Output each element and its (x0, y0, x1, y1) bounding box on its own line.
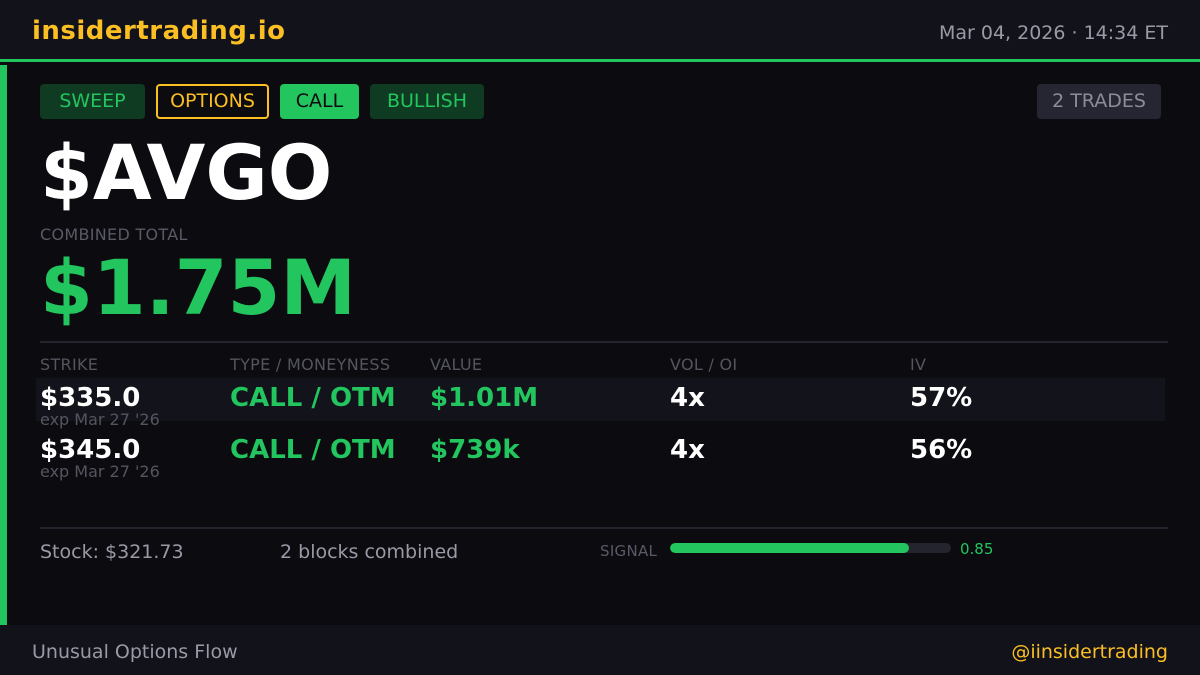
table-row: $345.0 exp Mar 27 '26 CALL / OTM $739k 4… (36, 430, 1165, 481)
vol-oi-ratio: 4x (670, 383, 705, 413)
signal-meter-fill (670, 543, 909, 553)
strike-price: $335.0 (40, 383, 141, 413)
column-header-strike: STRIKE (40, 355, 99, 374)
expiry-date: exp Mar 27 '26 (40, 410, 160, 429)
combined-total-value: $1.75M (40, 243, 357, 332)
column-header-iv: IV (910, 355, 927, 374)
option-type: CALL / OTM (230, 383, 396, 413)
column-header-type: TYPE / MONEYNESS (230, 355, 391, 374)
expiry-date: exp Mar 27 '26 (40, 462, 160, 481)
ticker-symbol: $AVGO (40, 128, 333, 217)
trade-value: $1.01M (430, 383, 539, 413)
header-datetime: Mar 04, 2026 · 14:34 ET (938, 22, 1168, 44)
vol-oi-ratio: 4x (670, 435, 705, 465)
trade-value: $739k (430, 435, 520, 465)
tag-call: CALL (280, 84, 359, 119)
table-row: $335.0 exp Mar 27 '26 CALL / OTM $1.01M … (36, 378, 1165, 429)
divider (40, 527, 1168, 529)
footer-caption: Unusual Options Flow (32, 641, 238, 663)
header-bar: insidertrading.io Mar 04, 2026 · 14:34 E… (0, 0, 1200, 62)
tag-bullish: BULLISH (370, 84, 484, 119)
combined-total-label: COMBINED TOTAL (40, 225, 188, 244)
trade-card: SWEEP OPTIONS CALL BULLISH 2 TRADES $AVG… (0, 65, 1200, 625)
tag-options: OPTIONS (156, 84, 269, 119)
brand-logo-text[interactable]: insidertrading.io (32, 16, 286, 46)
stock-price: Stock: $321.73 (40, 541, 184, 563)
tag-sweep: SWEEP (40, 84, 145, 119)
blocks-combined: 2 blocks combined (280, 541, 459, 563)
column-header-value: VALUE (430, 355, 483, 374)
option-type: CALL / OTM (230, 435, 396, 465)
signal-value: 0.85 (960, 540, 994, 558)
signal-label: SIGNAL (600, 542, 658, 560)
social-handle-link[interactable]: @iinsidertrading (1011, 641, 1168, 663)
signal-meter (670, 543, 951, 553)
footer-bar: Unusual Options Flow @iinsidertrading (0, 625, 1200, 675)
column-header-vol-oi: VOL / OI (670, 355, 738, 374)
divider (40, 341, 1168, 343)
strike-price: $345.0 (40, 435, 141, 465)
implied-volatility: 57% (910, 383, 973, 413)
trades-count-badge: 2 TRADES (1037, 84, 1161, 119)
implied-volatility: 56% (910, 435, 973, 465)
